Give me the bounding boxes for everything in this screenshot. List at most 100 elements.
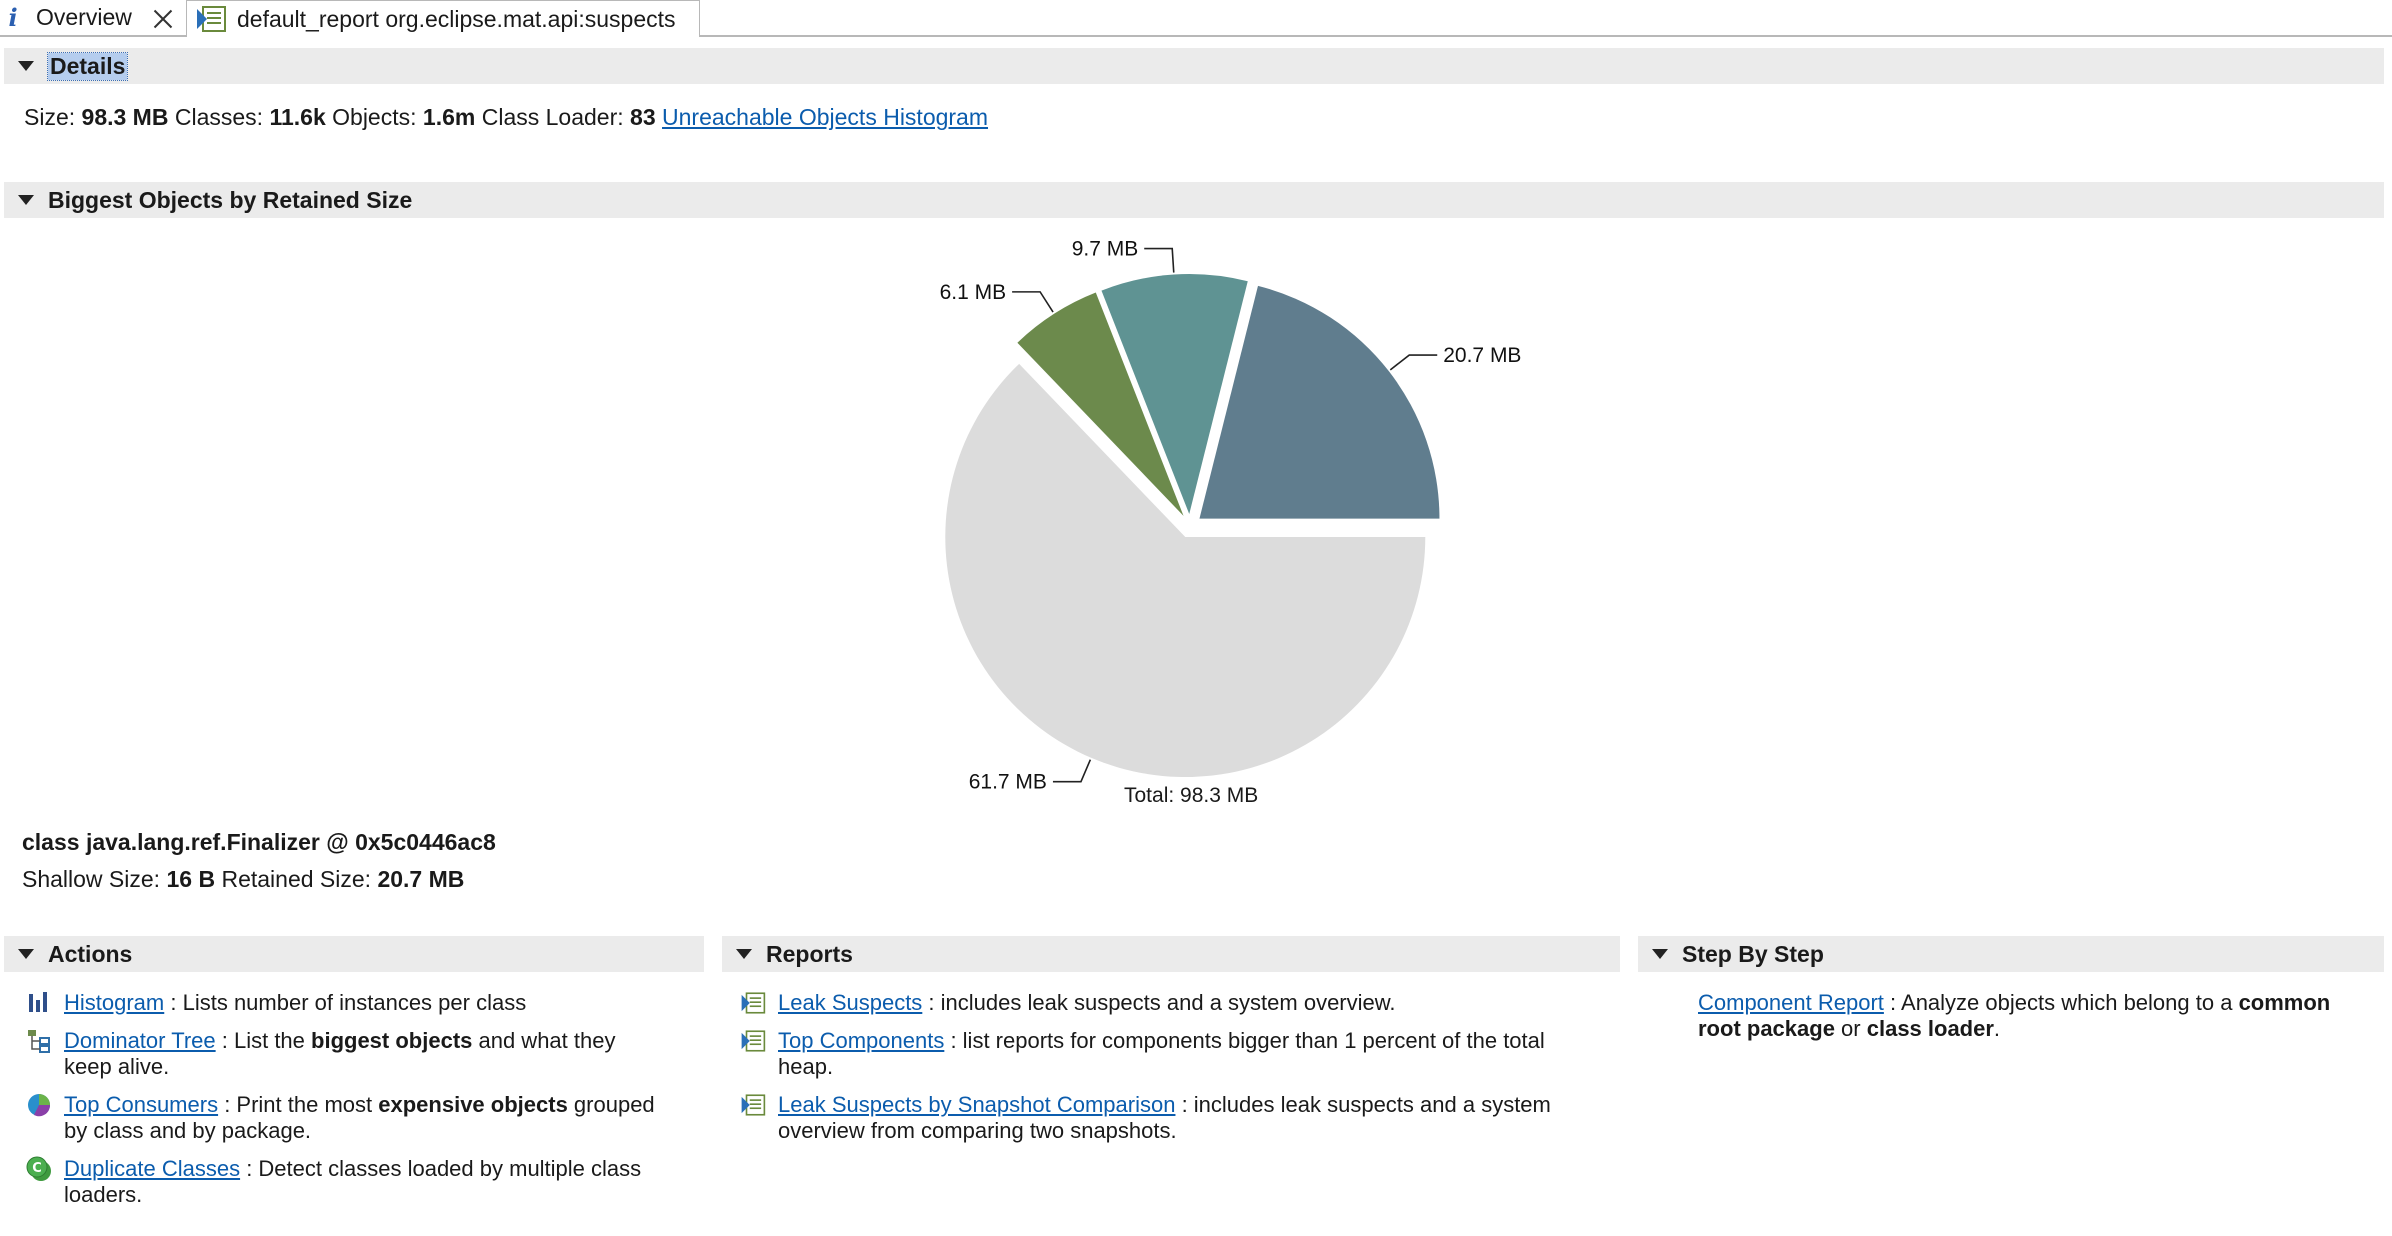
- dominator-tree-icon: [28, 1030, 50, 1053]
- pie-slice[interactable]: [945, 363, 1426, 778]
- action-description: Print the most: [236, 1092, 379, 1117]
- pie-slice[interactable]: [1017, 292, 1184, 516]
- separator: :: [240, 1156, 259, 1181]
- actions-title: Actions: [48, 940, 133, 967]
- separator: :: [1883, 990, 1902, 1015]
- details-summary: Size: 98.3 MB Classes: 11.6k Objects: 1.…: [24, 104, 988, 131]
- svg-text:C: C: [32, 1161, 42, 1176]
- selected-object-title: class java.lang.ref.Finalizer @ 0x5c0446…: [22, 829, 496, 855]
- top-components-link[interactable]: Top Components: [778, 1028, 945, 1053]
- pie-leader-line: [1012, 291, 1054, 313]
- separator: :: [1175, 1092, 1194, 1117]
- separator: :: [944, 1028, 963, 1053]
- action-emphasis: biggest objects: [311, 1028, 473, 1053]
- step-description-tail: .: [1993, 1016, 2001, 1041]
- pie-slice-label: 9.7 MB: [1072, 238, 1139, 261]
- action-description-tail: and what they keep alive.: [64, 1028, 616, 1079]
- component-report-link[interactable]: Component Report: [1698, 990, 1884, 1015]
- tab-label: Overview: [36, 4, 132, 30]
- separator: :: [922, 990, 941, 1015]
- action-histogram: Histogram : Lists number of instances pe…: [26, 990, 664, 1016]
- report-icon: [741, 992, 766, 1014]
- shallow-size-label: Shallow Size:: [22, 866, 161, 892]
- leak-suspects-link[interactable]: Leak Suspects: [778, 990, 923, 1015]
- duplicate-classes-icon: C: [26, 1156, 51, 1181]
- size-label: Size:: [24, 104, 76, 130]
- tab-label: default_report org.eclipse.mat.api:suspe…: [237, 5, 676, 32]
- collapse-triangle-icon[interactable]: [736, 949, 752, 959]
- report-icon: [741, 1094, 766, 1116]
- unreachable-objects-histogram-link[interactable]: Unreachable Objects Histogram: [662, 104, 989, 130]
- action-description: Lists number of instances per class: [182, 990, 527, 1015]
- retained-size-value: 20.7 MB: [377, 866, 465, 892]
- step-emphasis-package: common root package: [1698, 990, 2331, 1041]
- pie-leader-line: [1389, 354, 1438, 371]
- step-description-mid: or: [1834, 1016, 1867, 1041]
- action-dominator-tree: Dominator Tree : List the biggest object…: [26, 1028, 664, 1080]
- step-emphasis-loader: class loader: [1866, 1016, 1994, 1041]
- editor-tab-bar: i Overview default_report org.eclipse.ma…: [0, 0, 2392, 37]
- shallow-size-value: 16 B: [166, 866, 216, 892]
- biggest-objects-title: Biggest Objects by Retained Size: [48, 186, 413, 213]
- classes-label: Classes:: [174, 104, 264, 130]
- collapse-triangle-icon[interactable]: [18, 195, 34, 205]
- pie-slice[interactable]: [1101, 274, 1248, 515]
- size-value: 98.3 MB: [81, 104, 169, 130]
- pie-leader-line: [1144, 247, 1175, 273]
- close-icon[interactable]: [152, 7, 174, 29]
- report-description: includes leak suspects and a system over…: [940, 990, 1396, 1015]
- biggest-objects-section-header[interactable]: Biggest Objects by Retained Size: [4, 182, 2384, 218]
- objects-label: Objects:: [332, 104, 417, 130]
- collapse-triangle-icon[interactable]: [18, 61, 34, 71]
- action-description: List the: [233, 1028, 312, 1053]
- step-description: Analyze objects which belong to a: [1901, 990, 2239, 1015]
- pie-slice-label: 20.7 MB: [1443, 344, 1521, 367]
- actions-section-header[interactable]: Actions: [4, 936, 704, 972]
- collapse-triangle-icon[interactable]: [1652, 949, 1668, 959]
- reports-section-header[interactable]: Reports: [722, 936, 1620, 972]
- pie-slice[interactable]: [1199, 285, 1440, 519]
- action-duplicate-classes: C Duplicate Classes : Detect classes loa…: [26, 1156, 664, 1208]
- separator: :: [215, 1028, 234, 1053]
- details-title: Details: [46, 51, 129, 81]
- retained-size-pie-chart: 20.7 MB 9.7 MB 6.1 MB 61.7 MB: [940, 238, 1522, 794]
- report-icon: [197, 6, 226, 32]
- pie-slice-label: 61.7 MB: [969, 771, 1047, 794]
- histogram-link[interactable]: Histogram: [64, 990, 165, 1015]
- step-component-report: Component Report : Analyze objects which…: [1698, 990, 2358, 1042]
- report-leak-suspects: Leak Suspects : includes leak suspects a…: [740, 990, 1598, 1016]
- tab-overview[interactable]: i Overview: [0, 0, 184, 35]
- report-leak-suspects-comparison: Leak Suspects by Snapshot Comparison : i…: [740, 1092, 1598, 1144]
- report-description: list reports for components bigger than …: [778, 1028, 1545, 1079]
- action-emphasis: expensive objects: [378, 1092, 568, 1117]
- info-icon: i: [8, 3, 18, 32]
- duplicate-classes-link[interactable]: Duplicate Classes: [64, 1156, 241, 1181]
- action-description-tail: grouped by class and by package.: [64, 1092, 655, 1143]
- selected-object-sizes: Shallow Size: 16 B Retained Size: 20.7 M…: [22, 866, 464, 893]
- report-description: includes leak suspects and a system over…: [778, 1092, 1551, 1143]
- top-consumers-icon: [28, 1094, 51, 1117]
- action-top-consumers: Top Consumers : Print the most expensive…: [26, 1092, 664, 1144]
- dominator-tree-link[interactable]: Dominator Tree: [64, 1028, 216, 1053]
- classes-value: 11.6k: [269, 104, 326, 130]
- separator: :: [164, 990, 183, 1015]
- report-icon: [741, 1030, 766, 1052]
- separator: :: [218, 1092, 237, 1117]
- report-top-components: Top Components : list reports for compon…: [740, 1028, 1598, 1080]
- leak-suspects-comparison-link[interactable]: Leak Suspects by Snapshot Comparison: [778, 1092, 1176, 1117]
- step-by-step-title: Step By Step: [1682, 940, 1824, 967]
- action-description: Detect classes loaded by multiple class …: [64, 1156, 642, 1207]
- class-loader-value: 83: [630, 104, 656, 130]
- top-consumers-link[interactable]: Top Consumers: [64, 1092, 219, 1117]
- histogram-icon: [29, 992, 47, 1012]
- step-by-step-section-header[interactable]: Step By Step: [1638, 936, 2384, 972]
- tab-default-report[interactable]: default_report org.eclipse.mat.api:suspe…: [186, 0, 700, 37]
- reports-title: Reports: [766, 940, 853, 967]
- pie-total-label: Total: 98.3 MB: [1124, 784, 1259, 807]
- objects-value: 1.6m: [422, 104, 476, 130]
- collapse-triangle-icon[interactable]: [18, 949, 34, 959]
- details-section-header[interactable]: Details: [4, 48, 2384, 84]
- class-loader-label: Class Loader:: [481, 104, 624, 130]
- retained-size-label: Retained Size:: [221, 866, 372, 892]
- pie-leader-line: [1052, 759, 1092, 783]
